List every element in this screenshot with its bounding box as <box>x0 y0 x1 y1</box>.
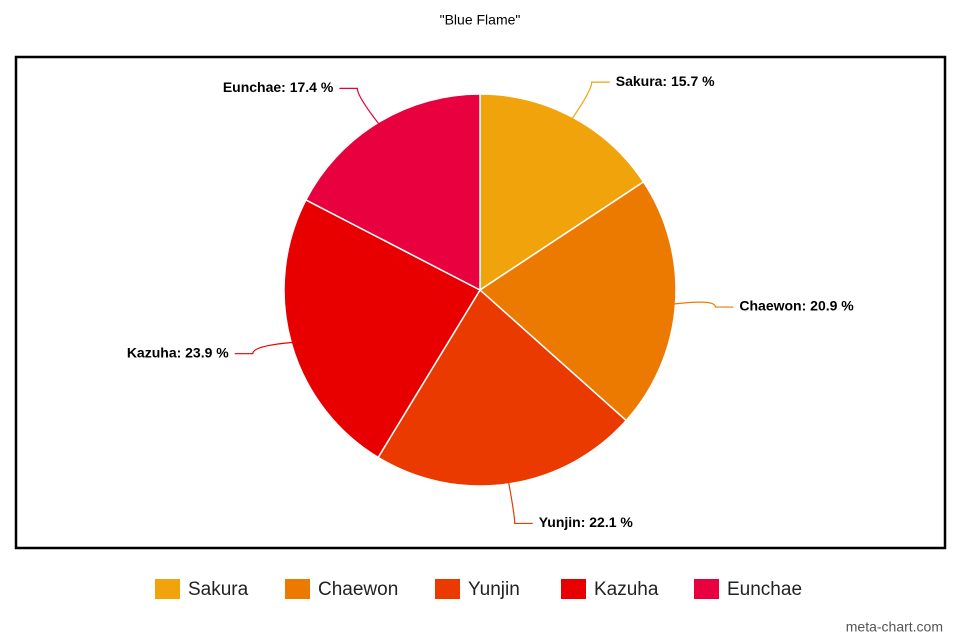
leader-line <box>571 81 610 120</box>
chart-title: "Blue Flame" <box>440 12 521 28</box>
plot-frame <box>14 55 947 550</box>
legend-swatch <box>435 579 460 599</box>
data-label: Eunchae: 17.4 % <box>223 79 334 95</box>
legend-label: Eunchae <box>727 579 802 600</box>
legend-swatch <box>155 579 180 599</box>
leader-line <box>673 301 734 308</box>
watermark: meta-chart.com <box>846 619 943 635</box>
legend-label: Sakura <box>188 579 249 600</box>
legend-label: Kazuha <box>594 579 659 600</box>
leader-line <box>507 481 533 525</box>
data-label: Chaewon: 20.9 % <box>739 298 854 314</box>
leader-line <box>234 341 294 355</box>
legend-swatch <box>694 579 719 599</box>
legend-label: Yunjin <box>468 579 520 600</box>
data-label: Kazuha: 23.9 % <box>127 344 229 360</box>
legend-swatch <box>561 579 586 599</box>
legend-swatch <box>285 579 310 599</box>
data-label: Sakura: 15.7 % <box>616 73 715 89</box>
legend-label: Chaewon <box>318 579 398 600</box>
leader-line <box>339 87 380 125</box>
data-label: Yunjin: 22.1 % <box>539 514 634 530</box>
